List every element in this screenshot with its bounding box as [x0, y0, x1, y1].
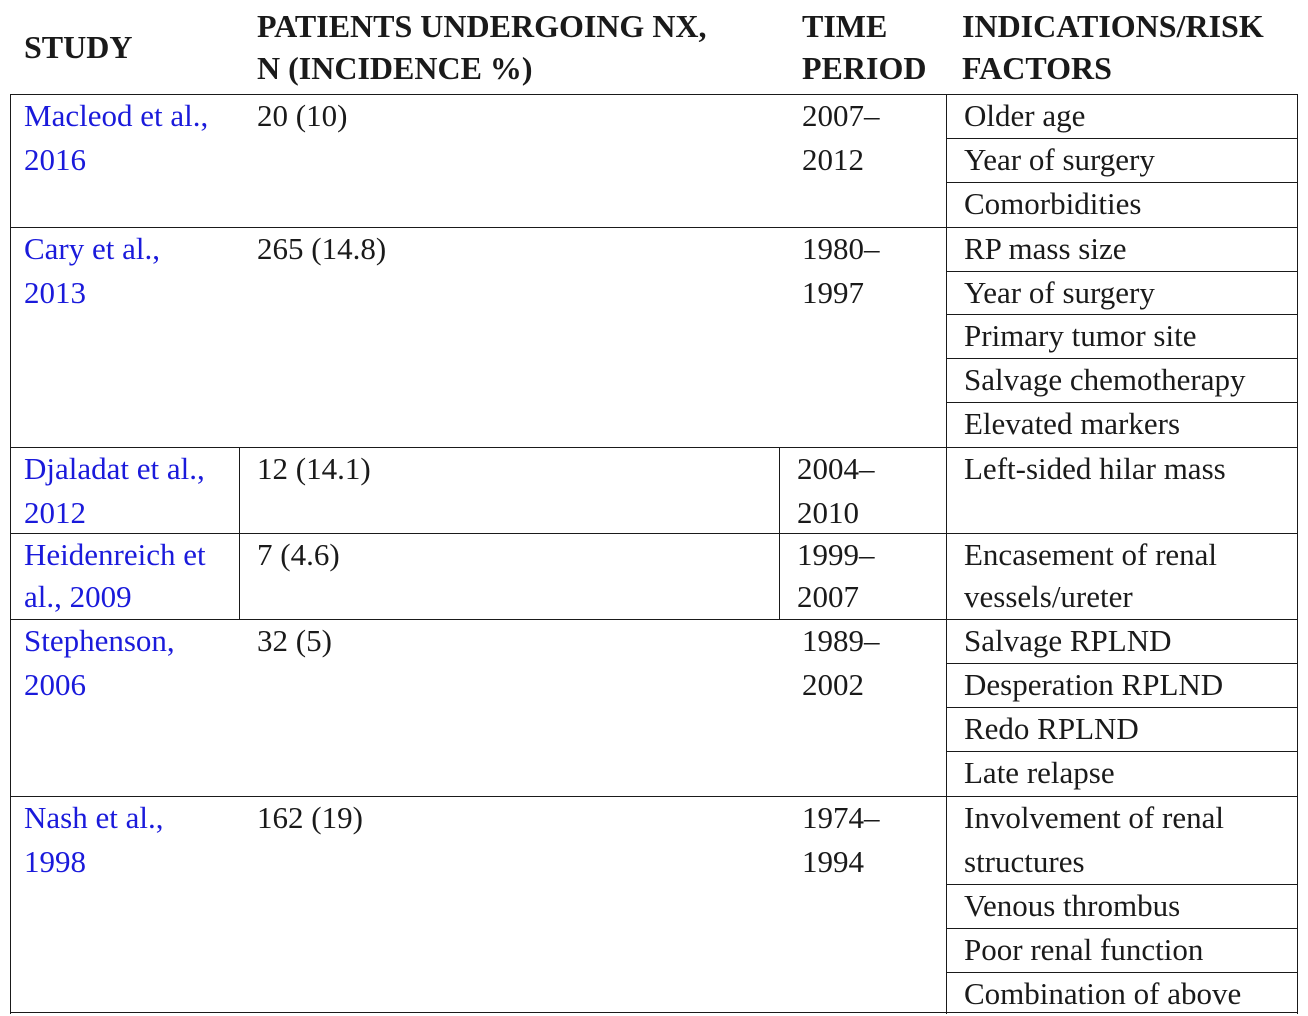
time-period-start: 1974– — [802, 800, 880, 835]
patients-value: 20 (10) — [257, 98, 348, 133]
row-divider — [10, 227, 1298, 228]
patients-value: 162 (19) — [257, 800, 363, 835]
risk-factor: vessels/ureter — [964, 579, 1133, 614]
study-link-cary-year[interactable]: 2013 — [24, 275, 86, 310]
risk-factor: Salvage RPLND — [964, 623, 1172, 658]
study-link-heidenreich[interactable]: Heidenreich et — [24, 537, 206, 572]
factor-divider — [946, 928, 1298, 929]
header-indications-line1: INDICATIONS/RISK — [962, 8, 1264, 44]
factor-divider — [946, 751, 1298, 752]
risk-factor: Left-sided hilar mass — [964, 451, 1226, 486]
column-divider — [779, 447, 780, 619]
study-link-macleod-year[interactable]: 2016 — [24, 142, 86, 177]
patients-value: 7 (4.6) — [257, 537, 340, 572]
patients-value: 32 (5) — [257, 623, 332, 658]
study-link-nash[interactable]: Nash et al., — [24, 800, 164, 835]
study-link-djaladat-year[interactable]: 2012 — [24, 495, 86, 530]
time-period-end: 1994 — [802, 844, 864, 879]
risk-factor: Redo RPLND — [964, 711, 1139, 746]
time-period-start: 1999– — [797, 537, 875, 572]
factor-divider — [946, 358, 1298, 359]
factors-column-border — [946, 94, 947, 1014]
study-link-stephenson[interactable]: Stephenson, — [24, 623, 175, 658]
column-divider — [239, 447, 240, 619]
row-divider — [10, 94, 1298, 95]
header-indications-line2: FACTORS — [962, 50, 1112, 86]
risk-factor: structures — [964, 844, 1085, 879]
study-link-cary[interactable]: Cary et al., — [24, 231, 161, 266]
study-link-nash-year[interactable]: 1998 — [24, 844, 86, 879]
risk-factor: Combination of above — [964, 976, 1242, 1011]
factor-divider — [946, 271, 1298, 272]
risk-factor: Elevated markers — [964, 406, 1181, 441]
time-period-start: 2007– — [802, 98, 880, 133]
factor-divider — [946, 138, 1298, 139]
factor-divider — [946, 663, 1298, 664]
header-time-line1: TIME — [802, 8, 888, 44]
risk-factor: Comorbidities — [964, 186, 1142, 221]
study-link-macleod[interactable]: Macleod et al., — [24, 98, 209, 133]
row-divider — [10, 796, 1298, 797]
header-patients-line1: PATIENTS UNDERGOING NX, — [257, 8, 707, 44]
row-divider — [10, 533, 1298, 534]
row-divider — [10, 619, 1298, 620]
risk-factor: Year of surgery — [964, 275, 1155, 310]
risk-factor: Late relapse — [964, 755, 1115, 790]
risk-factor: Venous thrombus — [964, 888, 1181, 923]
study-link-djaladat[interactable]: Djaladat et al., — [24, 451, 205, 486]
factor-divider — [946, 884, 1298, 885]
time-period-end: 2007 — [797, 579, 859, 614]
time-period-start: 1989– — [802, 623, 880, 658]
study-link-stephenson-year[interactable]: 2006 — [24, 667, 86, 702]
risk-factor: Encasement of renal — [964, 537, 1218, 572]
risk-factor: Poor renal function — [964, 932, 1204, 967]
risk-factor: Involvement of renal — [964, 800, 1224, 835]
time-period-start: 2004– — [797, 451, 875, 486]
header-study: STUDY — [24, 29, 133, 65]
table-bottom-border — [10, 1012, 1298, 1013]
patients-value: 12 (14.1) — [257, 451, 371, 486]
time-period-end: 1997 — [802, 275, 864, 310]
risk-factor: Year of surgery — [964, 142, 1155, 177]
time-period-end: 2002 — [802, 667, 864, 702]
risk-factor: Primary tumor site — [964, 318, 1197, 353]
risk-factor: Salvage chemotherapy — [964, 362, 1246, 397]
risk-factor: Older age — [964, 98, 1086, 133]
risk-factor: Desperation RPLND — [964, 667, 1224, 702]
study-link-heidenreich-year[interactable]: al., 2009 — [24, 579, 132, 614]
factor-divider — [946, 314, 1298, 315]
table-left-border — [10, 94, 11, 1014]
factor-divider — [946, 402, 1298, 403]
row-divider — [10, 447, 1298, 448]
factor-divider — [946, 972, 1298, 973]
time-period-end: 2010 — [797, 495, 859, 530]
table-right-border — [1297, 94, 1298, 1014]
time-period-start: 1980– — [802, 231, 880, 266]
header-time-line2: PERIOD — [802, 50, 927, 86]
patients-value: 265 (14.8) — [257, 231, 387, 266]
risk-factor: RP mass size — [964, 231, 1127, 266]
factor-divider — [946, 707, 1298, 708]
factor-divider — [946, 182, 1298, 183]
header-patients-line2: N (INCIDENCE %) — [257, 50, 533, 86]
time-period-end: 2012 — [802, 142, 864, 177]
